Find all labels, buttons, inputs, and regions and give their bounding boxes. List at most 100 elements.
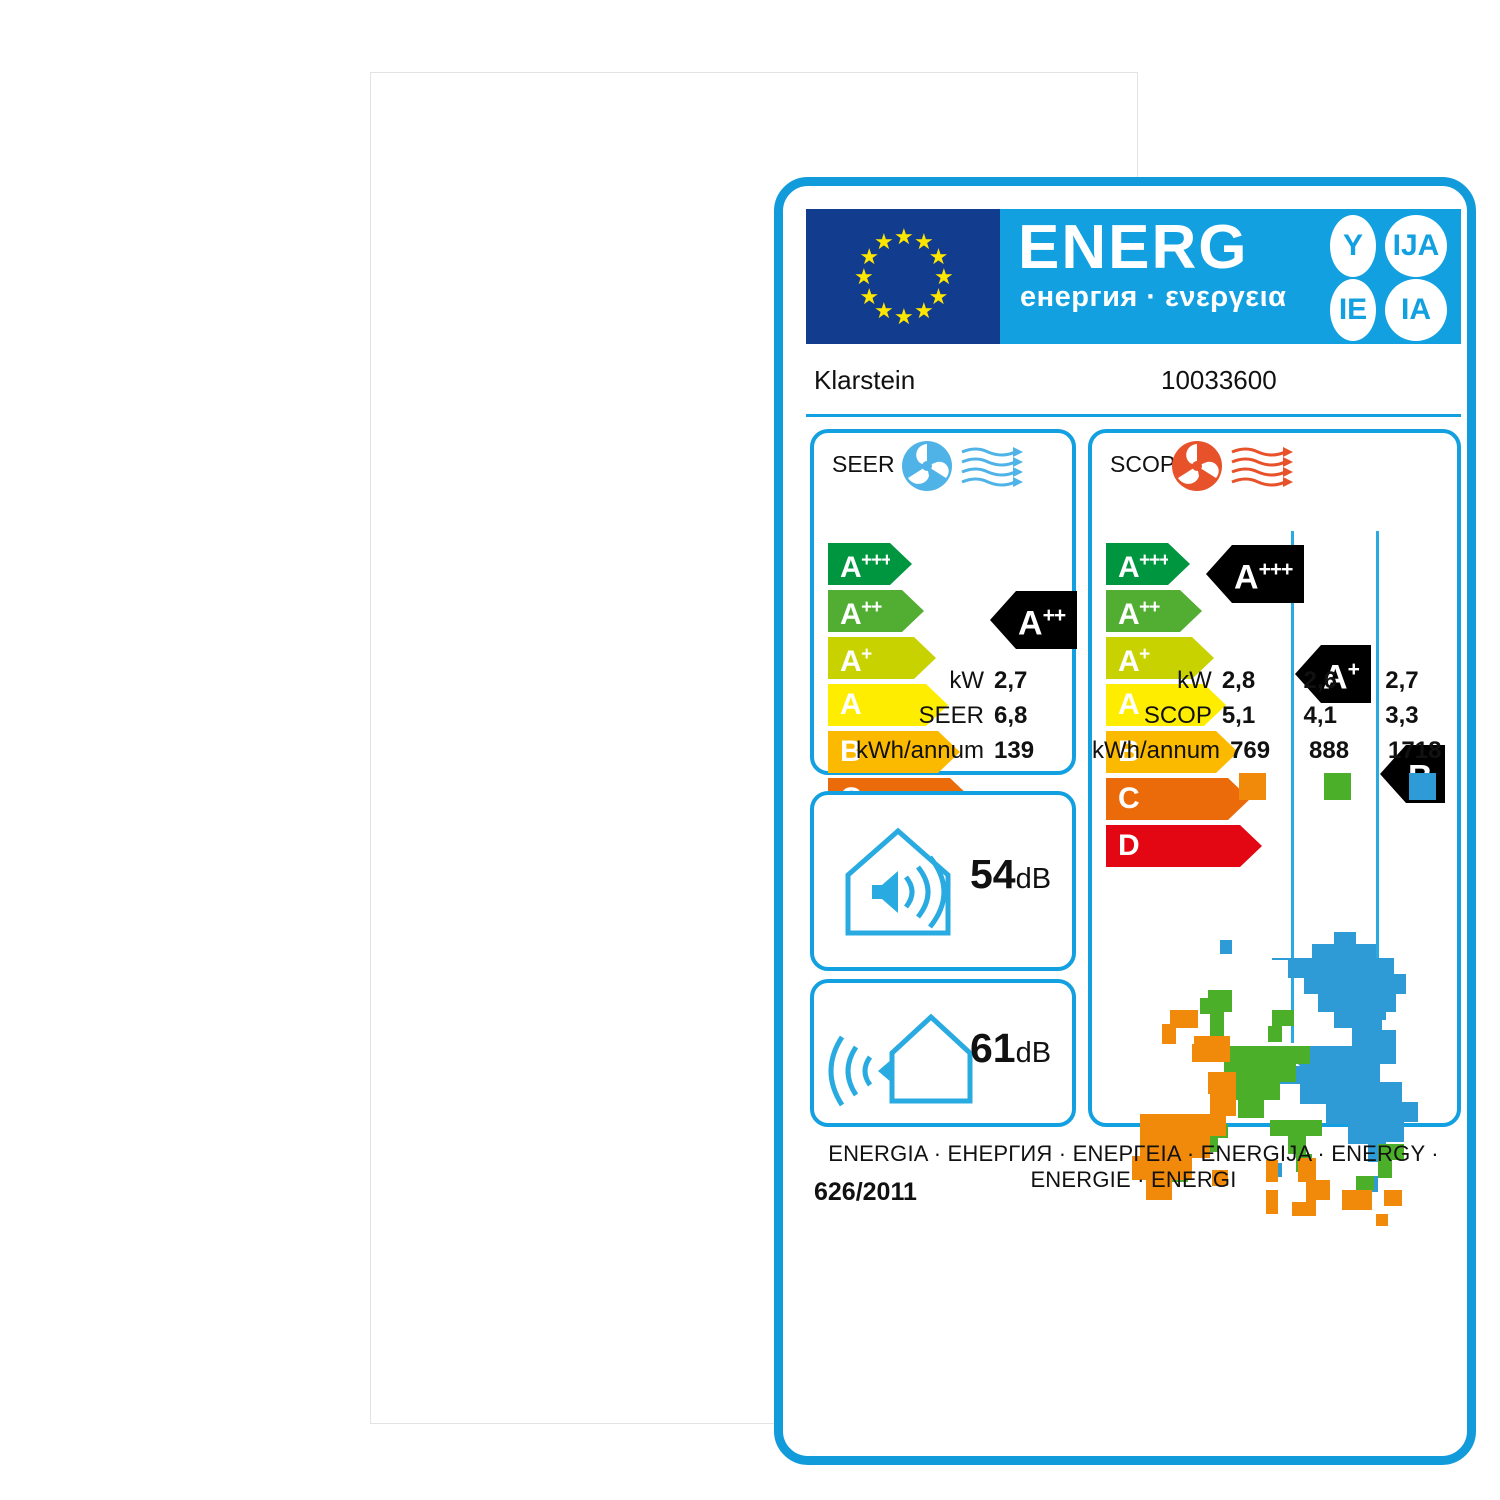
scop-grade-tip (1168, 543, 1190, 585)
scop-value-number: 1718 (1388, 737, 1442, 764)
lang-bubble-y: Y (1330, 215, 1376, 277)
scop-value-number: 4,1 (1303, 702, 1337, 729)
seer-value-number: 2,7 (994, 667, 1028, 694)
seer-rating-pointer: A++ (990, 591, 1078, 649)
model-number: 10033600 (1161, 365, 1277, 395)
seer-grade-row: A+++ (828, 543, 984, 585)
seer-grade-row: A+ (828, 637, 984, 679)
seer-grade-tip (902, 590, 924, 632)
seer-value-number: 139 (994, 737, 1035, 764)
eu-star: ★ (894, 223, 914, 249)
seer-grade-label: A+++ (840, 549, 892, 584)
scop-value-key: kWh/annum (1092, 737, 1221, 764)
swatch-colder (1409, 773, 1436, 800)
footer-languages: ENERGIA · ЕНЕРГИЯ · ΕΝΕΡΓΕΙΑ · ENERGIJA … (828, 1141, 1439, 1192)
scop-value-number: 2,7 (1385, 667, 1419, 694)
seer-grade-row: A (828, 684, 984, 726)
label-header: ★ ★ ★ ★ ★ ★ ★ ★ ★ ★ ★ ★ ENERG енергия · ενεργεια Y … (806, 209, 1461, 344)
scop-value-number: 2,6 (1303, 667, 1337, 694)
eu-star: ★ (914, 228, 934, 254)
scop-separator-2 (1376, 531, 1379, 1043)
seer-grade-label: A+ (840, 643, 872, 678)
label-frame: ★ ★ ★ ★ ★ ★ ★ ★ ★ ★ ★ ★ ENERG енергия · ενεργεια Y … (774, 177, 1476, 1465)
seer-rating-letter: A (1018, 604, 1043, 643)
scop-grade-label: A (1118, 688, 1140, 721)
scop-rating-letter-1: A (1234, 558, 1259, 597)
eu-star: ★ (928, 283, 949, 309)
eu-star: ★ (928, 243, 949, 269)
scop-value-number: 5,1 (1221, 702, 1256, 729)
scop-value-number: 888 (1309, 737, 1350, 764)
scop-grade-label: A++ (1118, 596, 1160, 631)
seer-grade-row: A++ (828, 590, 984, 632)
seer-value-key: kW (949, 667, 984, 694)
eu-star: ★ (874, 298, 894, 324)
indoor-sound-panel: 54dB (810, 791, 1076, 971)
eu-flag-icon: ★ ★ ★ ★ ★ ★ ★ ★ ★ ★ ★ ★ (806, 209, 1000, 344)
scop-grade-sup: ++ (1139, 596, 1160, 618)
scop-value-key: kW (1177, 667, 1212, 694)
scop-value-number: 3,3 (1385, 702, 1419, 729)
seer-value-row: SEER 6,8 (814, 702, 1072, 737)
scop-separator-1 (1291, 531, 1294, 1043)
seer-label: SEER (832, 451, 895, 477)
scop-value-key: SCOP (1143, 702, 1212, 729)
scop-grade-row: B (1106, 731, 1262, 773)
seer-panel: SEER A++ (810, 429, 1078, 867)
scop-value-number: 2,8 (1221, 667, 1256, 694)
label-card: ★ ★ ★ ★ ★ ★ ★ ★ ★ ★ ★ ★ ENERG енергия · ενεργεια Y … (370, 72, 1476, 1465)
seer-grade-tip (938, 731, 960, 773)
seer-grade-tip (914, 637, 936, 679)
scop-rating-sup-1: +++ (1258, 558, 1294, 582)
scop-grade-row: D (1106, 825, 1262, 867)
eu-star: ★ (914, 298, 934, 324)
seer-grade-label: B (840, 735, 862, 768)
scop-grade-label: B (1118, 735, 1140, 768)
seer-rating-sup: ++ (1042, 604, 1067, 628)
eu-star: ★ (859, 243, 880, 269)
swatch-average (1324, 773, 1351, 800)
outdoor-sound-panel: 61dB (810, 979, 1076, 1127)
eu-star: ★ (934, 263, 954, 289)
scop-grade-tip (1192, 637, 1214, 679)
seer-value-row: kW 2,7 (814, 667, 1072, 702)
scop-grade-row: C (1106, 778, 1262, 820)
scop-value-row: kWh/annum 769 888 1718 (1092, 737, 1457, 772)
scop-value-number: 769 (1230, 737, 1271, 764)
seer-grade-sup: +++ (861, 549, 892, 571)
scop-grade-row: A+++ (1106, 543, 1262, 585)
fan-cooling-icon (902, 441, 1023, 491)
energ-banner: ENERG енергия · ενεργεια Y IJA IE IA (1000, 209, 1461, 344)
indoor-sound-value: 54dB (970, 851, 1051, 898)
lang-bubble-ija: IJA (1385, 215, 1447, 277)
energ-wordmark: ENERG (1018, 213, 1249, 282)
scop-grade-tip (1240, 825, 1262, 867)
scop-rating-sup-2: + (1347, 658, 1360, 682)
seer-values-table: kW 2,7 SEER 6,8 kWh/annum 139 (814, 667, 1072, 772)
brand-name: Klarstein (814, 365, 916, 395)
indoor-db-unit: dB (1015, 863, 1052, 895)
outdoor-db-unit: dB (1015, 1037, 1052, 1069)
eu-star: ★ (859, 283, 880, 309)
eu-star: ★ (854, 263, 874, 289)
fan-heating-icon (1172, 441, 1293, 491)
outdoor-sound-value: 61dB (970, 1025, 1051, 1072)
scop-grade-label: A+++ (1118, 549, 1170, 584)
scop-rating-letter-2: A (1323, 658, 1348, 697)
seer-grade-tip (890, 543, 912, 585)
scop-grade-tip (1216, 731, 1238, 773)
scop-grade-label: C (1118, 782, 1140, 815)
europe-climate-map (1132, 932, 1418, 1226)
map-average-zone (1160, 990, 1404, 1190)
seer-grade-tip (926, 684, 948, 726)
seer-value-key: SEER (918, 702, 984, 729)
seer-grade-label: A (840, 688, 862, 721)
scop-grade-row: A+ (1106, 637, 1262, 679)
scop-rating-pointer-2: A+ (1295, 645, 1371, 703)
house-speaker-outdoor-icon (828, 1013, 973, 1107)
seer-value-row: kWh/annum 139 (814, 737, 1072, 772)
seer-grade-sup: + (861, 643, 872, 665)
footer-regulation: 626/2011 (814, 1178, 917, 1206)
lang-bubble-ia: IA (1385, 279, 1447, 341)
seer-grade-row: B (828, 731, 984, 773)
